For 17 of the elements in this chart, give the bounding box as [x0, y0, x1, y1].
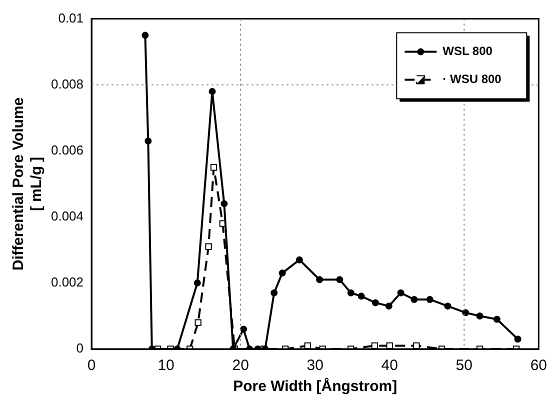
x-tick-label: 50 — [456, 357, 472, 374]
y-tick-label: 0.004 — [50, 208, 84, 224]
legend-label: · WSU 800 — [442, 72, 502, 86]
legend-label: WSL 800 — [442, 44, 493, 58]
y-tick-label: 0 — [76, 340, 84, 356]
y-tick-label: 0.008 — [50, 76, 84, 92]
y-tick-label: 0.006 — [50, 142, 84, 158]
x-tick-label: 0 — [87, 357, 96, 374]
y-tick-label: 0.002 — [50, 274, 84, 290]
y-axis-title: Differential Pore Volume [ mL/g ] — [10, 97, 46, 270]
x-tick-label: 40 — [381, 357, 398, 374]
x-tick-label: 60 — [530, 357, 547, 374]
x-tick-label: 20 — [232, 357, 249, 374]
x-tick-label: 30 — [306, 357, 324, 374]
y-tick-label: 0.01 — [58, 10, 84, 26]
x-axis-title: Pore Width [Ångstrom] — [233, 377, 398, 396]
x-tick-label: 10 — [158, 357, 174, 374]
